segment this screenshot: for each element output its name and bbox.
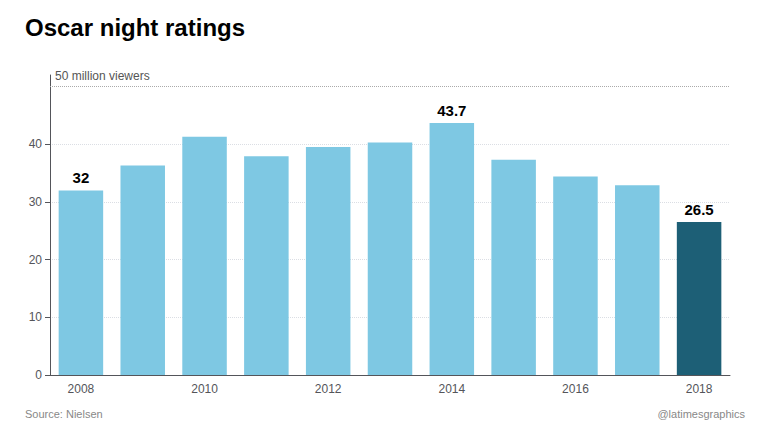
svg-text:Oscar night ratings: Oscar night ratings — [25, 14, 245, 41]
svg-text:30: 30 — [29, 195, 43, 209]
svg-text:2018: 2018 — [686, 382, 713, 396]
svg-text:32: 32 — [73, 169, 90, 186]
svg-text:20: 20 — [29, 253, 43, 267]
svg-text:2012: 2012 — [315, 382, 342, 396]
svg-text:50 million viewers: 50 million viewers — [55, 69, 150, 83]
svg-text:43.7: 43.7 — [437, 102, 466, 119]
svg-text:2008: 2008 — [68, 382, 95, 396]
svg-text:2016: 2016 — [562, 382, 589, 396]
svg-text:26.5: 26.5 — [684, 201, 713, 218]
svg-text:2010: 2010 — [191, 382, 218, 396]
svg-text:@latimesgraphics: @latimesgraphics — [657, 408, 745, 420]
svg-text:40: 40 — [29, 137, 43, 151]
svg-text:2014: 2014 — [438, 382, 465, 396]
svg-text:Source: Nielsen: Source: Nielsen — [25, 408, 103, 420]
svg-text:0: 0 — [35, 368, 42, 382]
svg-text:10: 10 — [29, 310, 43, 324]
